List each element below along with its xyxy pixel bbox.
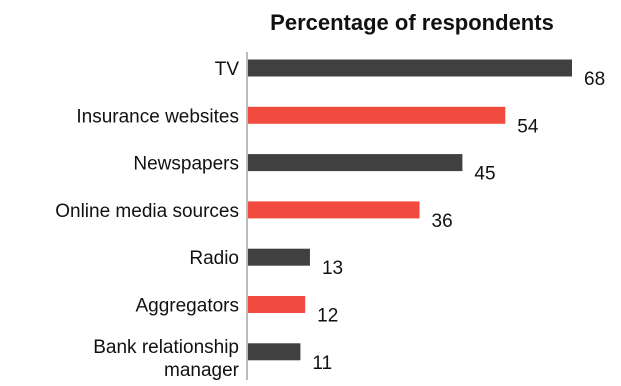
category-label: TV bbox=[215, 59, 240, 80]
value-labels-group: 68 54 45 36 13 12 11 bbox=[312, 69, 605, 374]
value-label: 36 bbox=[432, 211, 453, 232]
value-label: 13 bbox=[322, 258, 343, 279]
bar bbox=[248, 201, 420, 219]
bars-group bbox=[248, 59, 572, 361]
bar bbox=[248, 106, 506, 124]
category-label: Bank relationship manager bbox=[93, 337, 239, 381]
value-label: 45 bbox=[474, 164, 495, 185]
bar bbox=[248, 154, 463, 172]
value-label: 68 bbox=[584, 69, 605, 90]
category-labels-group: TV Insurance websites Newspapers Online med… bbox=[55, 59, 239, 381]
category-label: Newspapers bbox=[133, 154, 239, 175]
value-label: 11 bbox=[312, 353, 332, 374]
category-label: Radio bbox=[189, 248, 239, 269]
category-label: Online media sources bbox=[55, 201, 239, 222]
category-label: Aggregators bbox=[135, 296, 239, 317]
value-label: 12 bbox=[317, 306, 338, 327]
chart-title: Percentage of respondents bbox=[270, 10, 554, 35]
value-label: 54 bbox=[517, 116, 539, 137]
bar bbox=[248, 296, 306, 313]
bar bbox=[248, 59, 572, 77]
bar bbox=[248, 343, 301, 361]
bar bbox=[248, 248, 310, 266]
category-label: Insurance websites bbox=[76, 106, 239, 127]
